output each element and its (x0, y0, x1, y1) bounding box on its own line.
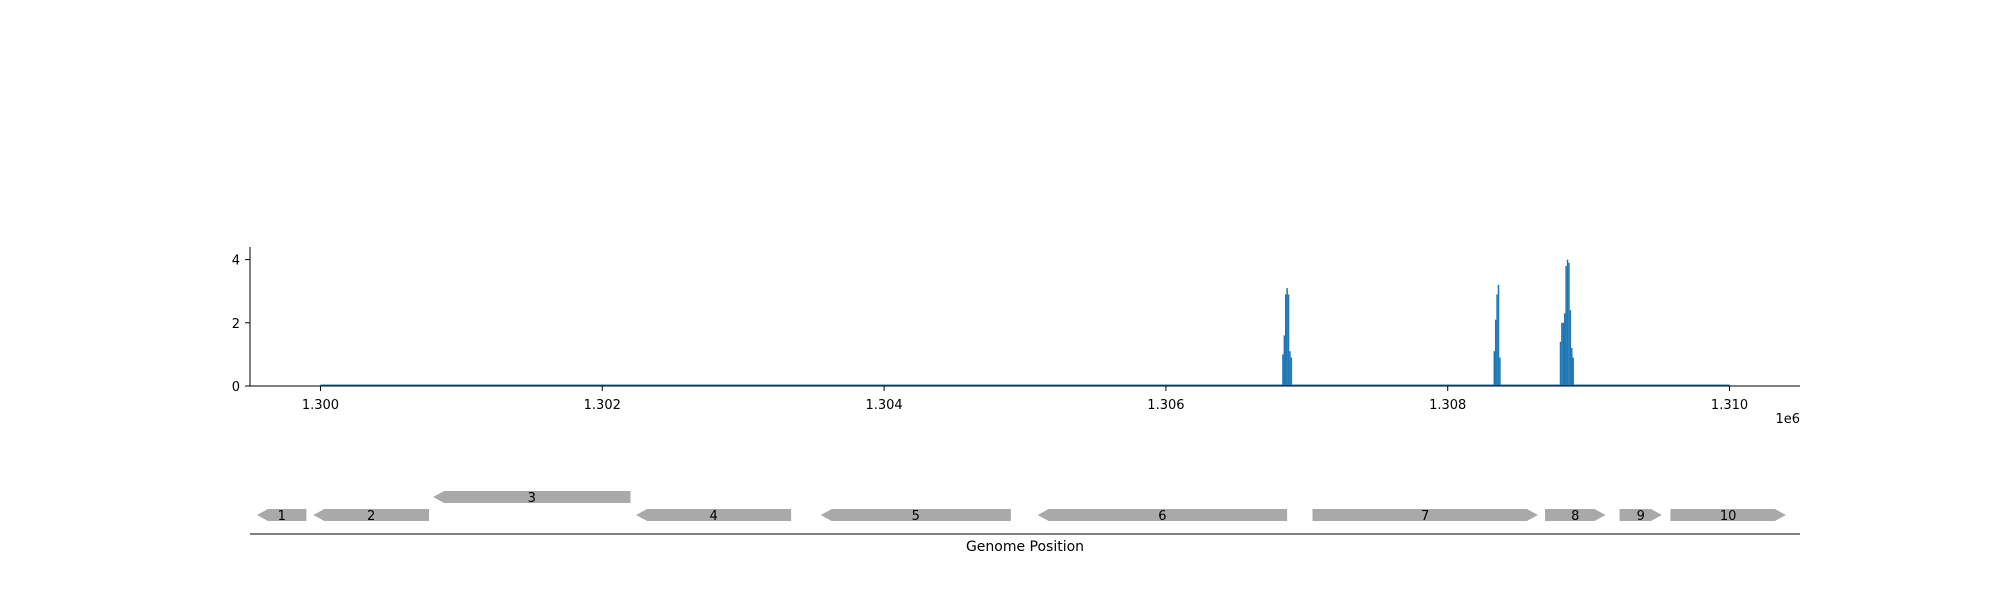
coverage-bar (1290, 357, 1293, 386)
coverage-bar (1284, 294, 1287, 386)
gene-arrow (1037, 509, 1288, 521)
x-tick-label: 1.310 (1711, 398, 1748, 413)
coverage-bar (1566, 259, 1569, 386)
coverage-panel: 1.300 1.302 1.304 1.306 1.308 1.310 0 2 4 1e6 (232, 247, 1800, 427)
gene-label: 9 (1637, 509, 1645, 524)
coverage-bar (1572, 357, 1574, 386)
gene-arrow (820, 509, 1011, 521)
gene-label: 2 (367, 509, 375, 524)
gene-arrow (433, 491, 631, 503)
gene-label: 4 (709, 509, 717, 524)
coverage-bar (1286, 288, 1288, 386)
x-offset-label: 1e6 (1775, 412, 1800, 427)
coverage-bar (1562, 322, 1565, 386)
coverage-bar (1565, 265, 1567, 386)
gene-arrow (1545, 509, 1606, 521)
gene-label: 7 (1421, 509, 1429, 524)
gene-marks: 1 2 3 4 5 6 7 8 9 10 (257, 491, 1786, 524)
gene-label: 5 (912, 509, 920, 524)
gene-label: 8 (1571, 509, 1579, 524)
coverage-bar (1499, 357, 1501, 386)
gene-label: 3 (528, 491, 536, 506)
coverage-bar (1287, 294, 1290, 386)
coverage-bar (1569, 310, 1572, 386)
coverage-bar (1493, 351, 1496, 386)
y-tick-label: 4 (232, 254, 240, 269)
coverage-bar (1563, 313, 1566, 386)
gene-arrow (257, 509, 307, 521)
gene-label: 6 (1158, 509, 1166, 524)
y-axis-ticks: 0 2 4 (232, 254, 250, 395)
x-tick-label: 1.302 (584, 398, 621, 413)
x-axis-ticks: 1.300 1.302 1.304 1.306 1.308 1.310 (302, 386, 1748, 413)
y-tick-label: 2 (232, 317, 240, 332)
gene-arrow (636, 509, 792, 521)
x-tick-label: 1.304 (865, 398, 902, 413)
gene-arrow (313, 509, 429, 521)
coverage-bar (1571, 348, 1573, 386)
coverage-bar (1289, 351, 1291, 386)
gene-label: 1 (278, 509, 286, 524)
x-tick-label: 1.308 (1429, 398, 1466, 413)
x-axis-title: Genome Position (966, 539, 1084, 555)
coverage-bar (1559, 341, 1562, 386)
gene-arrow (1670, 509, 1786, 521)
gene-track-panel: 1 2 3 4 5 6 7 8 9 10 Genome Position (250, 491, 1800, 555)
coverage-bar (1496, 294, 1498, 386)
coverage-bar (1497, 284, 1500, 386)
gene-arrow (1312, 509, 1538, 521)
coverage-bar (1494, 319, 1497, 386)
coverage-bar (1568, 262, 1570, 386)
coverage-bar (1282, 354, 1284, 386)
x-tick-label: 1.306 (1147, 398, 1184, 413)
coverage-bar (1561, 322, 1563, 386)
y-tick-label: 0 (232, 380, 240, 395)
coverage-bar (1283, 335, 1286, 386)
gene-arrow (1619, 509, 1662, 521)
gene-label: 10 (1720, 509, 1737, 524)
x-tick-label: 1.300 (302, 398, 339, 413)
